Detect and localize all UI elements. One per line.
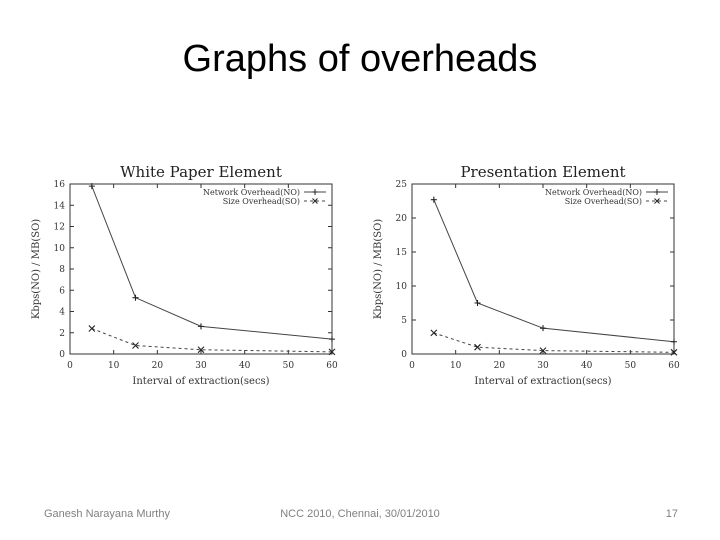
y-tick-label: 4 — [59, 308, 65, 318]
y-tick-label: 15 — [396, 248, 408, 258]
y-tick-label: 10 — [396, 282, 408, 292]
y-tick-label: 12 — [54, 223, 65, 233]
footer-page-number: 17 — [665, 508, 678, 520]
data-point-size-overhead — [430, 329, 438, 337]
y-tick-label: 14 — [54, 201, 66, 211]
data-point-network-overhead — [329, 336, 335, 343]
legend-marker — [312, 198, 318, 204]
data-point-size-overhead — [88, 325, 96, 332]
data-point-network-overhead — [132, 294, 139, 301]
legend-marker — [312, 189, 318, 195]
slide-title: Graphs of overheads — [182, 38, 538, 80]
y-tick-label: 0 — [401, 350, 407, 360]
y-axis-label: Kbps(NO) / MB(SO) — [373, 219, 384, 319]
y-tick-label: 6 — [59, 286, 65, 296]
x-tick-label: 10 — [108, 361, 120, 371]
data-point-size-overhead — [197, 346, 205, 354]
y-tick-label: 25 — [396, 180, 408, 190]
legend-label: Network Overhead(NO) — [203, 188, 300, 197]
chart-presentation: Presentation Element 0 10 20 30 40 50 60 0 5 10 15 2… — [373, 163, 680, 387]
y-axis-label: Kbps(NO) / MB(SO) — [31, 219, 42, 319]
data-point-network-overhead — [540, 325, 546, 332]
data-point-size-overhead — [539, 347, 547, 354]
footer-author: Ganesh Narayana Murthy — [44, 508, 170, 520]
series-line-size-overhead — [433, 332, 675, 353]
y-tick-label: 16 — [54, 180, 66, 190]
x-tick-label: 0 — [409, 361, 415, 371]
chart-title: Presentation Element — [460, 163, 625, 181]
series-line-network-overhead — [91, 185, 333, 340]
y-tick-label: 20 — [396, 214, 408, 224]
legend-label: Network Overhead(NO) — [545, 188, 642, 197]
data-point-network-overhead — [88, 183, 95, 190]
data-point-size-overhead — [132, 342, 139, 349]
x-axis-label: Interval of extraction(secs) — [132, 376, 269, 387]
data-point-network-overhead — [671, 338, 677, 345]
legend-label: Size Overhead(SO) — [565, 197, 642, 206]
x-tick-label: 30 — [537, 361, 549, 371]
chart-white-paper: White Paper Element 0 10 20 30 40 50 60 0 2 4 6 8 10 1… — [31, 163, 338, 387]
legend-marker — [654, 189, 660, 195]
data-point-network-overhead — [430, 196, 437, 203]
x-tick-label: 10 — [450, 361, 462, 371]
chart-title: White Paper Element — [120, 163, 282, 181]
x-tick-label: 60 — [326, 361, 338, 371]
y-tick-label: 0 — [59, 350, 65, 360]
data-point-size-overhead — [670, 348, 678, 356]
footer-event: NCC 2010, Chennai, 30/01/2010 — [280, 508, 440, 520]
data-point-size-overhead — [328, 348, 336, 356]
y-tick-label: 2 — [59, 329, 65, 339]
legend-marker — [654, 198, 660, 204]
x-tick-label: 0 — [67, 361, 73, 371]
x-tick-label: 50 — [283, 361, 295, 371]
x-tick-label: 30 — [195, 361, 207, 371]
series-line-size-overhead — [91, 328, 333, 353]
legend-label: Size Overhead(SO) — [223, 197, 300, 206]
x-tick-label: 40 — [581, 361, 593, 371]
data-point-network-overhead — [474, 300, 481, 306]
x-tick-label: 40 — [239, 361, 251, 371]
y-tick-label: 8 — [59, 265, 65, 275]
y-tick-label: 10 — [54, 244, 66, 254]
x-tick-label: 20 — [494, 361, 506, 371]
x-tick-label: 60 — [668, 361, 680, 371]
data-point-network-overhead — [198, 323, 204, 330]
y-tick-label: 5 — [401, 316, 407, 326]
x-tick-label: 20 — [152, 361, 164, 371]
data-point-size-overhead — [474, 343, 481, 351]
x-tick-label: 50 — [625, 361, 637, 371]
x-axis-label: Interval of extraction(secs) — [474, 376, 611, 387]
series-line-network-overhead — [433, 199, 675, 343]
